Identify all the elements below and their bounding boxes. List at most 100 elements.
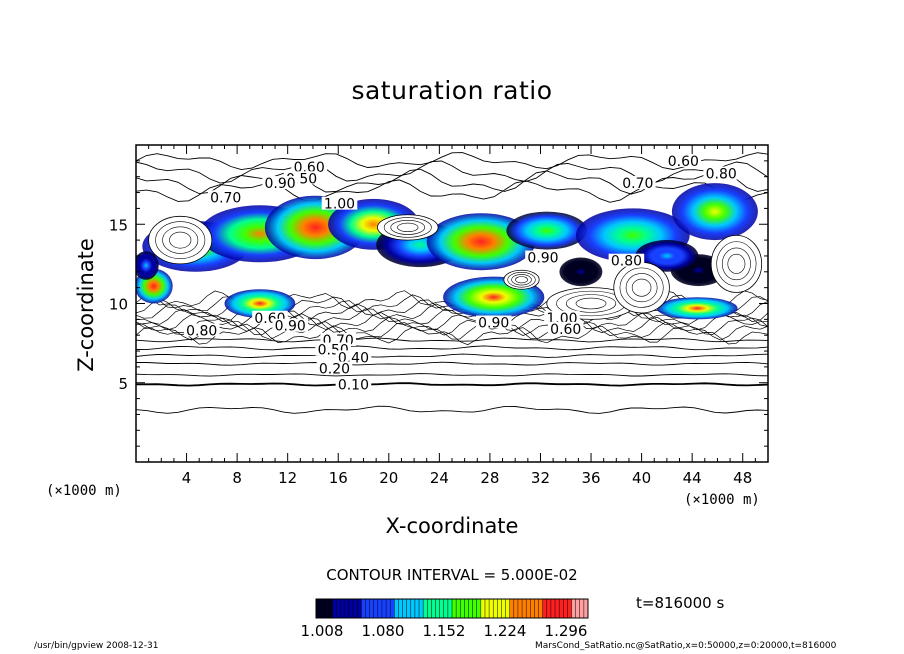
colorbar-cell: [534, 599, 539, 618]
contour-line: [136, 382, 768, 387]
contour-label-bg: [207, 190, 244, 204]
colorbar-cell: [320, 599, 325, 618]
contour-ring: [169, 231, 192, 249]
contour-line: [136, 353, 768, 358]
contour-label: 0.90: [478, 316, 509, 332]
unsaturated-patch: [710, 234, 763, 293]
y-tick-label: 5: [118, 375, 128, 393]
plot-area: 0.600.500.900.70 1.000.600.700.800.600.80…: [136, 152, 768, 414]
contour-line: [136, 152, 768, 171]
x-tick-label: 8: [232, 469, 242, 487]
colorbar-cell: [559, 599, 564, 618]
contour-line: [136, 325, 768, 346]
colorbar-cell: [583, 599, 589, 618]
colorbar-cell: [526, 599, 531, 618]
contour-ring: [721, 247, 751, 281]
contour-label: 0.60: [668, 154, 699, 170]
colorbar-tick-label: 1.080: [361, 622, 405, 640]
x-tick-label: 16: [329, 469, 348, 487]
colorbar-cell: [419, 599, 424, 618]
colorbar-cell: [468, 599, 473, 618]
colorbar-cell: [571, 599, 577, 618]
colorbar-cell: [431, 599, 436, 618]
contour-line: [136, 312, 768, 332]
colorbar-cell: [513, 599, 519, 618]
colorbar-tick-label: 1.224: [483, 622, 527, 640]
contour-line: [136, 179, 768, 203]
colorbar-cell: [328, 599, 333, 618]
unsaturated-patch: [148, 215, 213, 265]
colorbar-cell: [472, 599, 478, 618]
colorbar-cell: [484, 599, 490, 618]
contour-label: 0.90: [275, 319, 306, 335]
contour-interval-label: CONTOUR INTERVAL = 5.000E-02: [326, 566, 578, 584]
footer-source: MarsCond_SatRatio.nc@SatRatio,x=0:50000,…: [535, 641, 837, 651]
contour-label-bg: [335, 350, 372, 364]
contour-ring: [575, 297, 607, 310]
colorbar-cell: [493, 599, 498, 618]
colorbar-cell: [402, 599, 408, 618]
contour-label: 1.00: [324, 197, 355, 213]
contour-ring: [631, 278, 652, 297]
contour-label: 0.80: [186, 323, 217, 339]
x-axis-label: X-coordinate: [385, 514, 519, 538]
colorbar-cell: [501, 599, 506, 618]
colorbar-cell: [398, 599, 403, 618]
contour-ring: [565, 294, 617, 313]
colorbar-cell: [542, 599, 548, 618]
contour-label-bg: [321, 196, 358, 210]
colorbar-cell: [538, 599, 544, 618]
colorbar-cell: [386, 599, 391, 618]
colorbar-cell: [406, 599, 412, 618]
x-tick-label: 4: [182, 469, 192, 487]
colorbar-cell: [381, 599, 387, 618]
colorbar-cell: [348, 599, 354, 618]
x-tick-label: 12: [278, 469, 297, 487]
colorbar-cell: [505, 599, 511, 618]
colorbar-cell: [357, 599, 362, 618]
contour-label-bg: [262, 176, 298, 190]
footer-command: /usr/bin/gpview 2008-12-31: [34, 641, 159, 651]
colorbar-cell: [390, 599, 395, 618]
colorbar-tick-label: 1.296: [544, 622, 588, 640]
chart-title: saturation ratio: [351, 76, 553, 105]
saturation-region: [136, 251, 159, 280]
saturation-region: [671, 183, 758, 241]
contour-label: 0.70: [622, 176, 653, 192]
contour-label-bg: [620, 176, 656, 190]
colorbar-frame: [315, 598, 589, 619]
contour-ring: [397, 222, 419, 233]
contour-label-bg: [272, 318, 309, 332]
colorbar-cell: [353, 599, 358, 618]
colorbar-cell: [489, 599, 494, 618]
contour-label: 0.70: [210, 190, 241, 206]
colorbar-cell: [414, 599, 420, 618]
colorbar-cell: [332, 599, 337, 618]
x-tick-label: 44: [683, 469, 702, 487]
colorbar-cell: [452, 599, 457, 618]
contour-line: [136, 168, 768, 195]
x-tick-label: 36: [581, 469, 600, 487]
colorbar-cell: [427, 599, 432, 618]
contour-ring: [390, 220, 426, 235]
contour-line: [136, 321, 768, 341]
y-tick-label: 10: [109, 296, 128, 314]
contour-ring: [727, 253, 746, 274]
colorbar-cell: [509, 599, 515, 618]
colorbar-cell: [410, 599, 416, 618]
contour-label-bg: [525, 250, 561, 264]
contour-line: [136, 373, 768, 377]
colorbar-cell: [456, 599, 461, 618]
contour-line: [136, 405, 768, 414]
contour-label-bg: [665, 153, 702, 167]
colorbar-cell: [517, 599, 523, 618]
colorbar-cell: [555, 599, 560, 618]
time-label: t=816000 s: [636, 594, 725, 612]
colorbar-cell: [550, 599, 556, 618]
colorbar-cell: [344, 599, 350, 618]
saturation-region: [656, 297, 738, 320]
colorbar-cell: [340, 599, 346, 618]
colorbar-cell: [361, 599, 366, 618]
y-axis-label: Z-coordinate: [74, 238, 98, 372]
unsaturated-patch: [503, 269, 540, 290]
